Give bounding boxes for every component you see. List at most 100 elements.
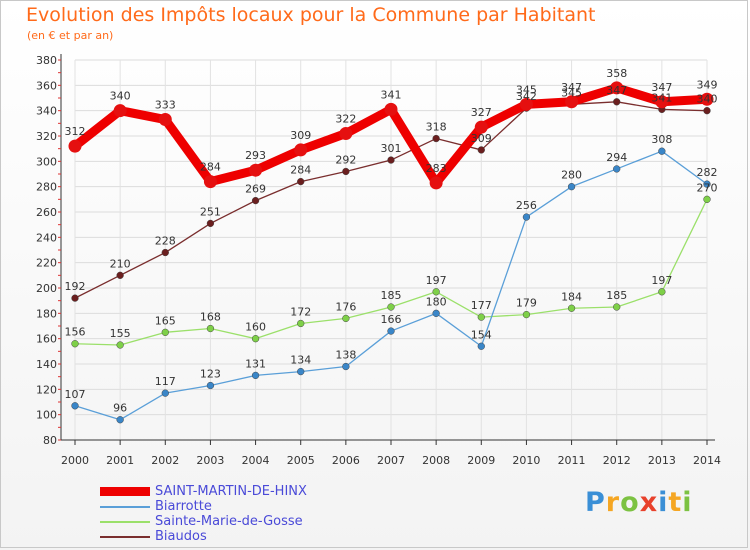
data-point — [477, 342, 485, 350]
legend-label-saint-martin: SAINT-MARTIN-DE-HINX — [155, 484, 307, 499]
y-tick-label: 140 — [36, 358, 57, 371]
data-point — [249, 163, 263, 177]
data-label: 123 — [200, 368, 221, 381]
data-point — [613, 165, 621, 173]
data-label: 179 — [516, 297, 537, 310]
data-label: 301 — [381, 142, 402, 155]
x-tick-label: 2003 — [196, 454, 224, 467]
data-label: 309 — [471, 132, 492, 145]
x-tick-label: 2010 — [512, 454, 540, 467]
data-label: 322 — [335, 112, 356, 125]
data-point — [342, 314, 350, 323]
logo-letter: o — [620, 487, 640, 518]
y-tick-label: 80 — [43, 434, 57, 447]
x-tick-label: 2002 — [151, 454, 179, 467]
axes: 80 100 120 140 160 180 200 220 240 260 280 300 320 34… — [36, 54, 721, 467]
data-point — [703, 180, 711, 188]
data-point — [251, 371, 260, 380]
data-point — [613, 303, 621, 311]
data-point — [700, 92, 714, 106]
data-point — [71, 340, 79, 348]
chart-title: Evolution des Impôts locaux pour la Comm… — [26, 4, 596, 26]
x-tick-label: 2013 — [648, 454, 676, 467]
data-label: 117 — [155, 375, 176, 388]
data-label: 345 — [561, 86, 582, 99]
data-label: 293 — [245, 149, 266, 162]
data-label: 349 — [697, 78, 718, 91]
y-tick-label: 360 — [36, 79, 57, 92]
data-label: 340 — [697, 93, 718, 106]
data-point — [384, 102, 398, 116]
data-label: 308 — [651, 133, 672, 146]
data-point — [387, 303, 395, 311]
data-point — [68, 139, 82, 153]
x-tick-label: 2000 — [61, 454, 89, 467]
data-point — [297, 177, 305, 186]
data-label: 156 — [65, 326, 86, 339]
data-point — [432, 134, 440, 143]
data-label: 342 — [516, 90, 537, 103]
data-point — [251, 196, 260, 205]
data-point — [206, 324, 215, 333]
data-point — [658, 147, 666, 155]
data-label: 210 — [110, 257, 131, 270]
data-point — [161, 328, 169, 336]
data-point — [113, 104, 127, 118]
logo-letter: P — [585, 487, 606, 518]
data-point — [297, 319, 305, 328]
y-tick-label: 260 — [36, 206, 57, 219]
data-label: 192 — [65, 280, 86, 293]
data-label: 327 — [471, 106, 492, 119]
legend-label-biaudos: Biaudos — [155, 529, 207, 544]
data-point — [71, 294, 79, 302]
legend-label-sainte-marie: Sainte-Marie-de-Gosse — [155, 514, 303, 529]
data-point — [477, 146, 485, 154]
data-point — [342, 362, 350, 371]
data-label: 333 — [155, 99, 176, 112]
data-point — [565, 95, 579, 109]
data-label: 134 — [290, 354, 311, 367]
data-label: 154 — [471, 328, 492, 341]
logo-letter: x — [639, 487, 659, 518]
x-tick-label: 2009 — [467, 454, 495, 467]
data-label: 176 — [335, 300, 356, 313]
logo-letter: r — [605, 487, 621, 518]
y-tick-label: 200 — [36, 282, 57, 295]
legend-swatch-sainte-marie — [100, 521, 150, 523]
data-label: 347 — [561, 81, 582, 94]
data-point — [474, 120, 488, 134]
data-label: 312 — [65, 125, 86, 138]
data-point — [658, 288, 666, 296]
logo-letter: t — [668, 487, 683, 518]
x-tick-label: 2014 — [693, 454, 721, 467]
data-point — [206, 219, 215, 228]
proxiti-logo: Proxiti — [585, 487, 693, 518]
data-label: 197 — [426, 274, 447, 287]
x-tick-label: 2011 — [558, 454, 586, 467]
data-point — [206, 381, 215, 390]
data-label: 341 — [381, 88, 402, 101]
data-label: 185 — [381, 289, 402, 302]
x-tick-label: 2001 — [106, 454, 134, 467]
y-tick-label: 300 — [36, 155, 57, 168]
data-label: 309 — [290, 129, 311, 142]
data-label: 168 — [200, 311, 221, 324]
legend-swatch-biaudos — [100, 536, 150, 538]
data-label: 292 — [335, 153, 356, 166]
series-lines — [68, 81, 714, 424]
data-point — [116, 271, 124, 279]
data-label: 284 — [200, 161, 221, 174]
y-tick-label: 340 — [36, 105, 57, 118]
legend-label-biarrotte: Biarrotte — [155, 499, 212, 514]
data-label: 345 — [516, 83, 537, 96]
data-label: 280 — [561, 169, 582, 182]
data-point — [342, 167, 350, 176]
data-point — [297, 367, 305, 376]
data-label: 269 — [245, 183, 266, 196]
data-point — [432, 288, 440, 296]
data-label: 160 — [245, 321, 266, 334]
logo-letter: i — [658, 487, 669, 518]
data-point — [522, 310, 531, 319]
